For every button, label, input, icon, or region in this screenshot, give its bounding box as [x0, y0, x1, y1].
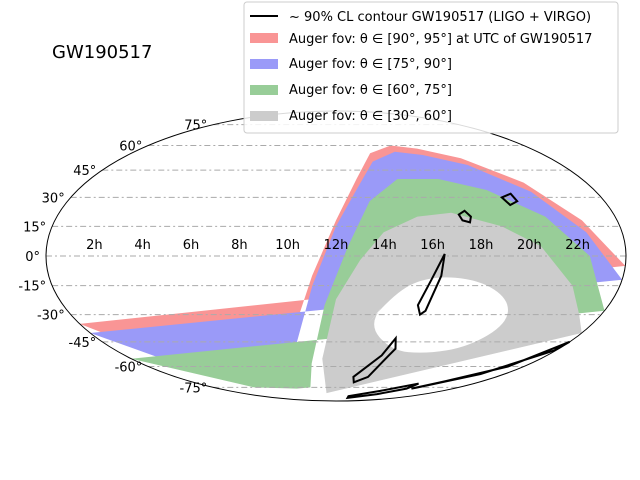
ra-tick-label: 10h	[275, 238, 300, 253]
gw-contour-4	[345, 382, 419, 400]
ra-tick-label: 22h	[565, 238, 590, 253]
gw-contour-3	[352, 335, 397, 384]
ra-tick-label: 14h	[372, 238, 397, 253]
legend-swatch-band-75-90	[250, 59, 278, 69]
legend-swatch-band-60-75	[250, 85, 278, 95]
legend-label-band-90-95: Auger fov: θ ∈ [90°, 95°] at UTC of GW19…	[289, 32, 592, 47]
ra-tick-label: 18h	[469, 238, 494, 253]
chart-title: GW190517	[52, 42, 152, 63]
gw-contour-5	[411, 340, 571, 390]
ra-tick-label: 6h	[183, 238, 200, 253]
legend-label-band-60-75: Auger fov: θ ∈ [60°, 75°]	[289, 83, 452, 98]
dec-tick-label: 30°	[42, 191, 65, 206]
gw-contours	[345, 192, 571, 400]
legend-label-contour: ~ 90% CL contour GW190517 (LIGO + VIRGO)	[289, 10, 591, 25]
gw-contour-1	[499, 192, 519, 207]
legend-label-band-30-60: Auger fov: θ ∈ [30°, 60°]	[289, 109, 452, 124]
legend-frame	[243, 1, 619, 134]
ra-tick-labels: 2h 4h 6h 8h 10h 12h 14h 16h 18h 20h 22h	[86, 238, 590, 253]
dec-tick-label: -45°	[69, 336, 97, 351]
ra-tick-label: 16h	[420, 238, 445, 253]
dec-tick-label: -15°	[18, 280, 46, 295]
auger-fov-regions	[79, 145, 626, 394]
dec-tick-label: 0°	[25, 250, 40, 265]
legend-label-band-75-90: Auger fov: θ ∈ [75°, 90°]	[289, 57, 452, 72]
dec-tick-labels: -75° -60° -45° -30° -15° 0° 15° 30° 45° 60° 75°	[18, 119, 207, 397]
legend: ~ 90% CL contour GW190517 (LIGO + VIRGO)…	[243, 1, 619, 134]
legend-swatch-band-90-95	[250, 33, 278, 43]
ra-tick-label: 20h	[517, 238, 542, 253]
dec-tick-label: -75°	[180, 381, 208, 396]
gw-contour-0	[457, 209, 472, 224]
legend-swatch-band-30-60	[250, 111, 278, 121]
ra-tick-label: 8h	[231, 238, 248, 253]
dec-tick-label: 45°	[73, 164, 96, 179]
dec-tick-label: -30°	[37, 309, 65, 324]
ra-tick-label: 4h	[134, 238, 151, 253]
dec-tick-label: 75°	[184, 119, 207, 134]
dec-tick-label: 60°	[119, 139, 142, 154]
ra-tick-label: 2h	[86, 238, 103, 253]
dec-tick-label: 15°	[23, 220, 46, 235]
gw-contour-2	[416, 253, 446, 317]
dec-tick-label: -60°	[115, 361, 143, 376]
ra-tick-label: 12h	[324, 238, 349, 253]
coordinate-grid	[46, 124, 626, 388]
